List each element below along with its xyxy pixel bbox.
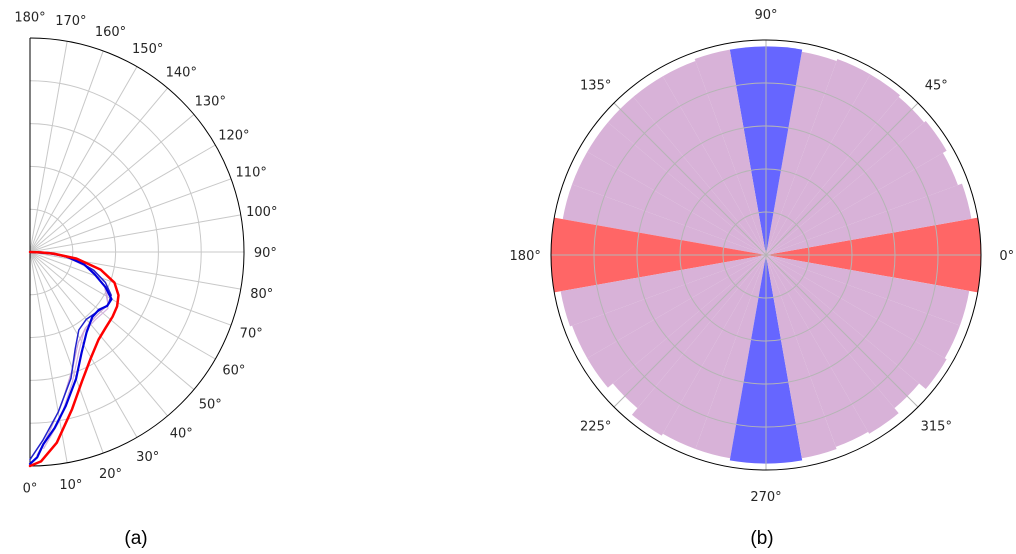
angle-gridline xyxy=(29,87,168,253)
theta-tick-label: 170° xyxy=(55,14,86,29)
outer-frame xyxy=(29,37,245,467)
angle-gridline xyxy=(29,66,138,253)
polar-bar xyxy=(766,183,972,255)
theta-tick-label: 80° xyxy=(250,287,273,302)
theta-tick-label: 100° xyxy=(246,205,277,220)
theta-tick-label: 45° xyxy=(925,79,948,94)
theta-tick-label: 70° xyxy=(240,327,263,342)
angle-gridline xyxy=(765,254,919,408)
theta-tick-label: 160° xyxy=(95,25,126,40)
polar-bar xyxy=(766,255,869,447)
angle-gridline xyxy=(613,102,767,256)
polar-bar xyxy=(572,151,766,255)
polar-bar xyxy=(766,255,899,434)
theta-tick-label: 40° xyxy=(170,426,193,441)
angle-gridline xyxy=(29,50,104,253)
polar-bar xyxy=(694,49,766,256)
half-polar-line-chart: 0° 10° 20° 30° 40° 50° 60° 70° 80° 90° 100° 110° 120… xyxy=(14,11,277,497)
theta-tick-label: 150° xyxy=(132,42,163,57)
theta-tick-label: 90° xyxy=(754,8,777,23)
polar-bar xyxy=(662,255,766,449)
polar-bar-chart: 0° 45° 90° 135° 180° 225° 270° 315° xyxy=(510,8,1015,505)
angle-gridline xyxy=(29,178,232,253)
polar-bar xyxy=(695,255,766,459)
polar-bar xyxy=(587,122,766,255)
theta-tick-label: 135° xyxy=(580,79,611,94)
angle-gridline xyxy=(765,102,919,256)
angle-gridline xyxy=(29,251,104,454)
polar-bar xyxy=(766,152,958,255)
angle-gridline xyxy=(29,144,216,253)
theta-tick-label: 90° xyxy=(254,246,277,261)
theta-tick-label: 130° xyxy=(195,95,226,110)
theta-tick-label: 0° xyxy=(999,249,1014,264)
polar-bar xyxy=(766,255,837,459)
polar-bar xyxy=(766,255,947,390)
polar-bar xyxy=(766,120,947,255)
theta-tick-label: 110° xyxy=(236,166,267,181)
theta-tick-label: 50° xyxy=(199,397,222,412)
polar-bar xyxy=(766,51,837,255)
polar-bar xyxy=(572,255,766,359)
angle-gridline xyxy=(29,41,68,253)
polar-bar xyxy=(631,255,766,436)
theta-tick-label: 60° xyxy=(222,364,245,379)
polar-bar xyxy=(587,255,766,388)
polar-bar xyxy=(662,61,766,255)
theta-tick-label: 0° xyxy=(23,481,38,496)
angle-gridline xyxy=(29,251,195,390)
series-line xyxy=(29,251,112,461)
series-line xyxy=(33,251,109,456)
angle-gridline xyxy=(29,251,241,290)
angle-gridline xyxy=(29,251,216,360)
polar-bar xyxy=(766,74,901,255)
theta-tick-label: 20° xyxy=(99,467,122,482)
theta-tick-label: 315° xyxy=(921,419,952,434)
angle-gridline xyxy=(29,251,168,417)
polar-bar xyxy=(766,255,960,359)
angle-gridline xyxy=(613,254,767,408)
outer-frame xyxy=(550,39,982,471)
angle-gridline xyxy=(29,214,241,253)
angle-gridline xyxy=(29,251,232,326)
series-line xyxy=(28,250,113,465)
theta-tick-label: 180° xyxy=(14,11,45,26)
theta-tick-label: 30° xyxy=(136,450,159,465)
panel-label-a: (a) xyxy=(124,528,147,549)
polar-bar xyxy=(766,59,871,255)
polar-bar xyxy=(766,255,970,326)
theta-tick-label: 180° xyxy=(510,249,541,264)
theta-tick-label: 270° xyxy=(750,490,781,505)
angle-gridline xyxy=(29,251,68,463)
theta-tick-label: 140° xyxy=(166,66,197,81)
polar-bar xyxy=(560,255,766,327)
angle-gridline xyxy=(29,114,195,253)
polar-bar xyxy=(562,184,766,255)
series-line xyxy=(28,250,120,468)
theta-tick-label: 225° xyxy=(580,419,611,434)
polar-bar xyxy=(633,76,766,255)
panel-label-b: (b) xyxy=(750,528,773,549)
theta-tick-label: 10° xyxy=(59,478,82,493)
theta-tick-label: 120° xyxy=(218,128,249,143)
